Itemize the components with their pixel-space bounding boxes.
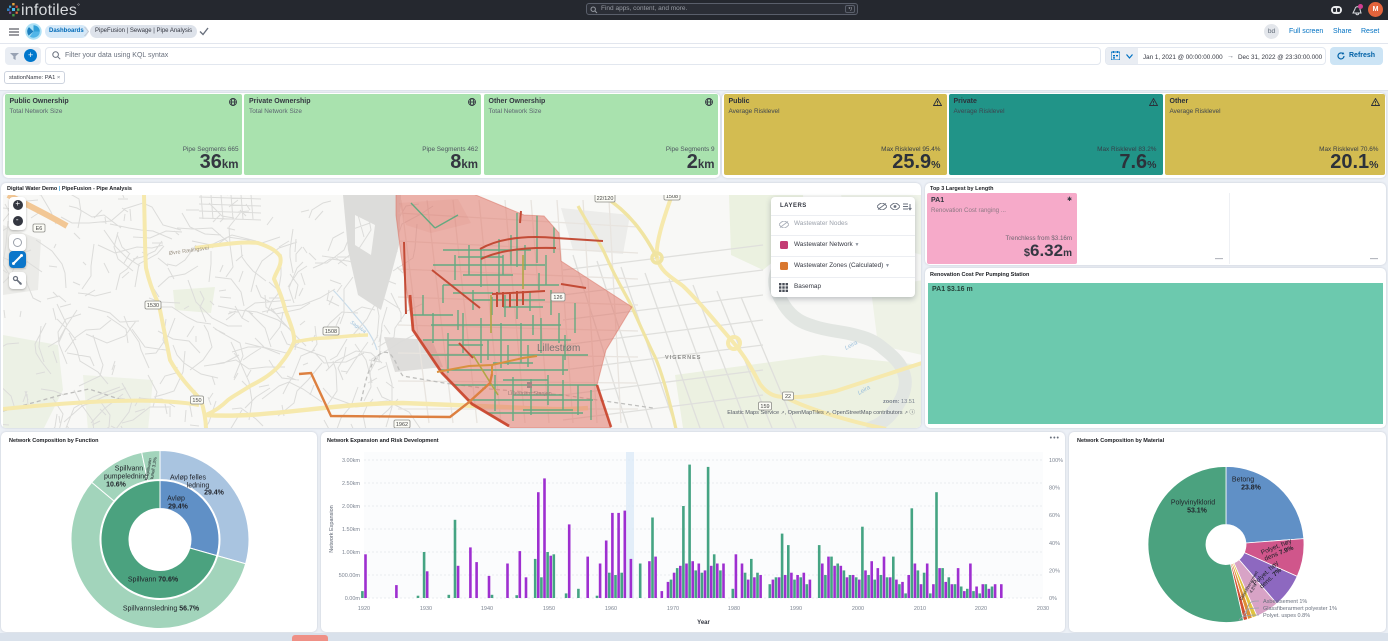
svg-text:1930: 1930 (420, 606, 432, 612)
svg-text:1530: 1530 (147, 303, 159, 309)
svg-text:Asbestsement 1%: Asbestsement 1% (1263, 599, 1307, 605)
svg-text:29.4%: 29.4% (168, 504, 189, 511)
svg-text:0.00m: 0.00m (345, 596, 361, 602)
svg-text:1940: 1940 (481, 606, 493, 612)
svg-text:1508: 1508 (666, 195, 678, 200)
svg-text:1962: 1962 (396, 422, 408, 428)
svg-text:500.00m: 500.00m (339, 573, 361, 579)
svg-text:Spillvann: Spillvann (144, 457, 152, 476)
svg-text:Spillvann: Spillvann (115, 466, 144, 473)
svg-text:Lillestrøm Stasjon: Lillestrøm Stasjon (508, 391, 552, 397)
svg-text:Øvre Rælingsvei: Øvre Rælingsvei (168, 245, 209, 257)
svg-text:Avløp: Avløp (167, 496, 185, 503)
svg-text:20%: 20% (1049, 568, 1060, 574)
svg-text:Polyvinylklorid: Polyvinylklorid (1171, 500, 1215, 507)
svg-text:80%: 80% (1049, 486, 1060, 492)
svg-text:1.00km: 1.00km (342, 550, 360, 556)
svg-text:1.50km: 1.50km (342, 527, 360, 533)
svg-text:Leira: Leira (844, 340, 859, 352)
svg-text:159: 159 (760, 404, 769, 410)
svg-text:1508: 1508 (325, 329, 337, 335)
svg-text:22: 22 (785, 394, 791, 400)
svg-text:pumpeledning: pumpeledning (104, 474, 148, 481)
svg-text:126: 126 (553, 295, 562, 301)
svg-text:Polyet. uspes 0.8%: Polyet. uspes 0.8% (1263, 613, 1310, 619)
svg-text:53.1%: 53.1% (1187, 508, 1208, 515)
svg-text:2030: 2030 (1037, 606, 1049, 612)
svg-text:Spillvannsledning 56.7%: Spillvannsledning 56.7% (123, 606, 200, 613)
svg-text:1960: 1960 (605, 606, 617, 612)
svg-text:Year: Year (697, 620, 710, 626)
svg-text:2.00km: 2.00km (342, 504, 360, 510)
svg-text:E6: E6 (36, 226, 43, 232)
svg-text:0%: 0% (1049, 596, 1057, 602)
svg-text:1970: 1970 (667, 606, 679, 612)
svg-text:Lillestrøm: Lillestrøm (537, 343, 580, 354)
svg-text:Betong: Betong (1232, 477, 1254, 484)
svg-text:29.4%: 29.4% (204, 490, 225, 497)
svg-text:2020: 2020 (975, 606, 987, 612)
svg-text:1980: 1980 (728, 606, 740, 612)
svg-text:60%: 60% (1049, 513, 1060, 519)
svg-text:ledning: ledning (187, 483, 210, 490)
svg-text:2010: 2010 (914, 606, 926, 612)
svg-text:tunell 3.3%: tunell 3.3% (149, 457, 158, 480)
svg-text:100%: 100% (1049, 458, 1063, 464)
svg-text:10.6%: 10.6% (106, 482, 127, 489)
svg-text:23.8%: 23.8% (1241, 485, 1262, 492)
svg-text:Network Expansion: Network Expansion (329, 505, 335, 552)
svg-text:1920: 1920 (358, 606, 370, 612)
svg-text:3.00km: 3.00km (342, 458, 360, 464)
svg-text:2.50km: 2.50km (342, 481, 360, 487)
svg-text:Glassfiberarmert polyester 1%: Glassfiberarmert polyester 1% (1263, 606, 1337, 612)
svg-text:22/120: 22/120 (597, 196, 614, 202)
svg-text:150: 150 (192, 398, 201, 404)
svg-text:4.8%: 4.8% (1248, 583, 1257, 594)
svg-text:1990: 1990 (790, 606, 802, 612)
svg-text:40%: 40% (1049, 541, 1060, 547)
svg-text:2000: 2000 (852, 606, 864, 612)
svg-text:1950: 1950 (543, 606, 555, 612)
svg-text:Avløp felles: Avløp felles (170, 475, 207, 482)
svg-text:VIGERNES: VIGERNES (665, 355, 701, 361)
svg-text:Spillvann 70.6%: Spillvann 70.6% (128, 577, 179, 584)
